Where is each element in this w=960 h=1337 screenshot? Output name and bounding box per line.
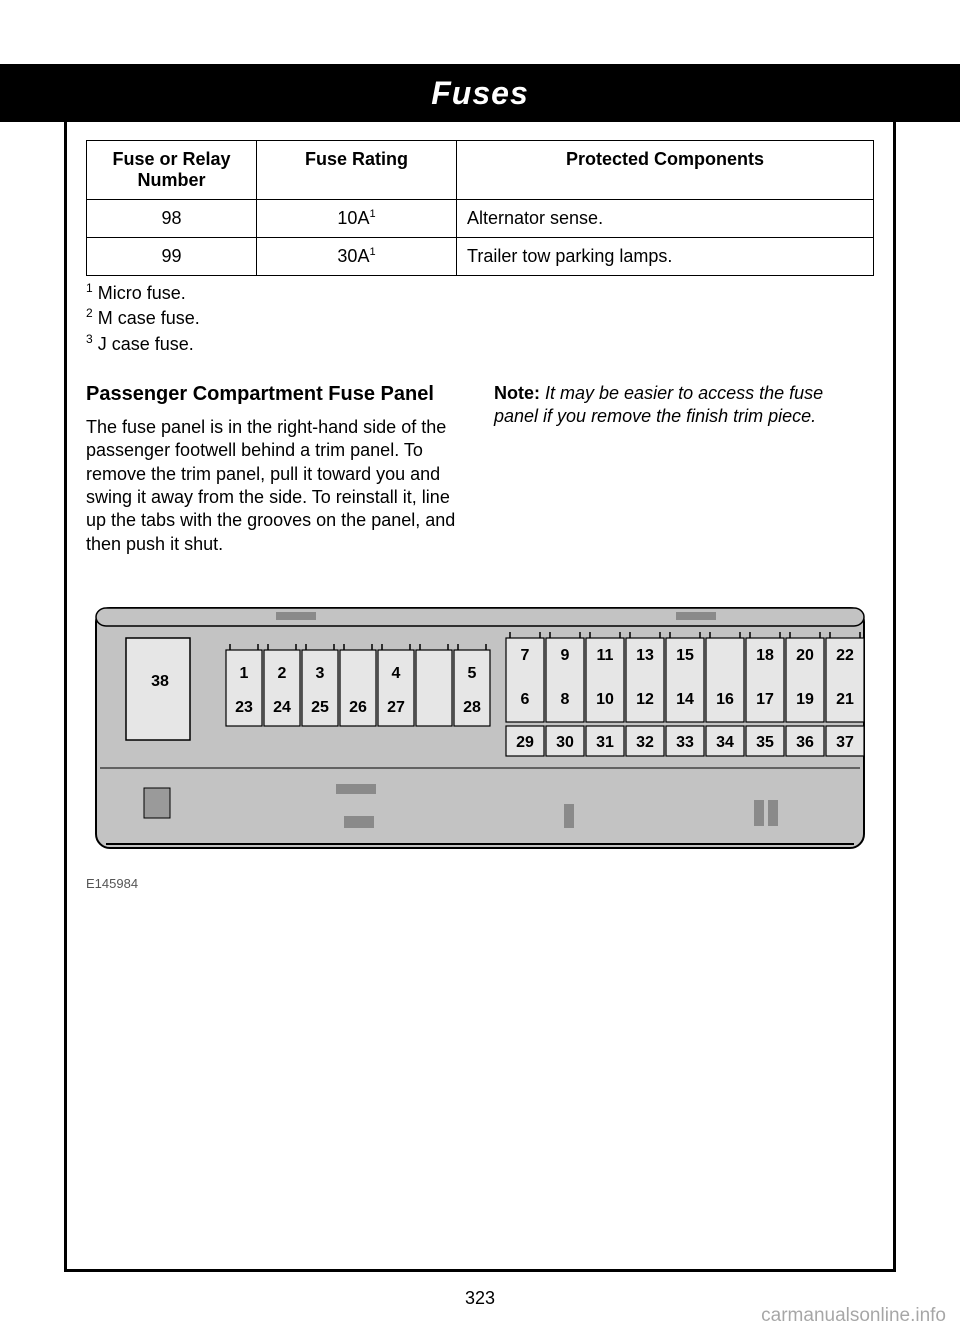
footnote: 3 J case fuse.: [86, 331, 874, 356]
fuse-component: Trailer tow parking lamps.: [457, 238, 874, 276]
footnote-sup: 2: [86, 306, 93, 320]
svg-text:13: 13: [636, 647, 654, 664]
table-row: 99 30A1 Trailer tow parking lamps.: [87, 238, 874, 276]
svg-text:35: 35: [756, 734, 774, 751]
svg-text:10: 10: [596, 691, 614, 708]
section-title: Passenger Compartment Fuse Panel: [86, 382, 464, 406]
footnote: 2 M case fuse.: [86, 305, 874, 330]
svg-text:37: 37: [836, 734, 854, 751]
svg-text:25: 25: [311, 699, 329, 716]
rating-sup: 1: [369, 246, 375, 258]
svg-text:14: 14: [676, 691, 694, 708]
rating-sup: 1: [369, 208, 375, 220]
footnote-text: M case fuse.: [98, 308, 200, 328]
left-column: Passenger Compartment Fuse Panel The fus…: [86, 382, 464, 556]
note-label: Note:: [494, 383, 540, 403]
footnote-text: Micro fuse.: [98, 283, 186, 303]
fuse-panel-diagram: 3812322432526427528762998301110311312321…: [86, 588, 874, 868]
svg-text:20: 20: [796, 647, 814, 664]
svg-text:23: 23: [235, 699, 253, 716]
svg-text:36: 36: [796, 734, 814, 751]
svg-text:18: 18: [756, 647, 774, 664]
footnotes: 1 Micro fuse. 2 M case fuse. 3 J case fu…: [86, 280, 874, 356]
svg-text:27: 27: [387, 699, 405, 716]
svg-text:8: 8: [561, 691, 570, 708]
table-row: 98 10A1 Alternator sense.: [87, 200, 874, 238]
svg-text:34: 34: [716, 734, 734, 751]
footnote-sup: 1: [86, 281, 93, 295]
svg-text:38: 38: [151, 673, 169, 690]
fuse-component: Alternator sense.: [457, 200, 874, 238]
footnote-sup: 3: [86, 332, 93, 346]
table-header: Protected Components: [457, 141, 874, 200]
svg-text:26: 26: [349, 699, 367, 716]
fuse-table: Fuse or Relay Number Fuse Rating Protect…: [86, 140, 874, 276]
note-body: It may be easier to access the fuse pane…: [494, 383, 823, 426]
svg-text:15: 15: [676, 647, 694, 664]
fuse-diagram-wrap: 3812322432526427528762998301110311312321…: [86, 588, 874, 891]
rating-value: 30A: [337, 246, 369, 266]
svg-text:1: 1: [240, 665, 249, 682]
footnote: 1 Micro fuse.: [86, 280, 874, 305]
svg-text:12: 12: [636, 691, 654, 708]
rating-value: 10A: [337, 208, 369, 228]
table-header: Fuse Rating: [257, 141, 457, 200]
fuse-rating: 10A1: [257, 200, 457, 238]
svg-text:2: 2: [278, 665, 287, 682]
svg-text:21: 21: [836, 691, 854, 708]
svg-text:33: 33: [676, 734, 694, 751]
table-header: Fuse or Relay Number: [87, 141, 257, 200]
right-column: Note: It may be easier to access the fus…: [494, 382, 872, 556]
fuse-rating: 30A1: [257, 238, 457, 276]
svg-text:31: 31: [596, 734, 614, 751]
svg-text:28: 28: [463, 699, 481, 716]
content-area: Fuse or Relay Number Fuse Rating Protect…: [86, 140, 874, 891]
svg-text:16: 16: [716, 691, 734, 708]
svg-text:17: 17: [756, 691, 774, 708]
note: Note: It may be easier to access the fus…: [494, 382, 872, 429]
svg-text:11: 11: [597, 647, 614, 664]
svg-text:3: 3: [316, 665, 325, 682]
footnote-text: J case fuse.: [98, 334, 194, 354]
svg-text:32: 32: [636, 734, 654, 751]
two-column-section: Passenger Compartment Fuse Panel The fus…: [86, 382, 874, 556]
svg-text:9: 9: [561, 647, 570, 664]
svg-text:19: 19: [796, 691, 814, 708]
svg-text:30: 30: [556, 734, 574, 751]
fuse-number: 99: [87, 238, 257, 276]
section-body: The fuse panel is in the right-hand side…: [86, 416, 464, 556]
fuse-number: 98: [87, 200, 257, 238]
svg-text:4: 4: [392, 665, 401, 682]
svg-text:5: 5: [468, 665, 477, 682]
svg-text:22: 22: [836, 647, 854, 664]
diagram-caption: E145984: [86, 876, 874, 891]
svg-text:29: 29: [516, 734, 534, 751]
svg-text:7: 7: [521, 647, 530, 664]
svg-text:6: 6: [521, 691, 530, 708]
watermark: carmanualsonline.info: [761, 1305, 946, 1327]
svg-text:24: 24: [273, 699, 291, 716]
